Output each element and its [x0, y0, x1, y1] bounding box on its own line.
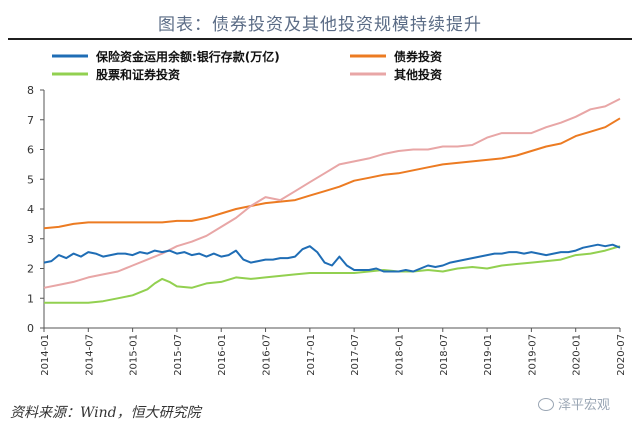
chart-axes: 0 1 2 3 4 5 6 7 8 2014-01 2014-07 2015-01 2015-07 201…	[27, 84, 627, 376]
x-tick-label: 2016-07	[262, 334, 273, 376]
watermark: 泽平宏观	[538, 394, 610, 413]
series-line-1	[43, 117, 621, 230]
y-tick-label: 0	[27, 322, 34, 335]
y-tick-label: 5	[27, 173, 34, 186]
x-tick-label: 2014-07	[84, 334, 95, 376]
title-divider	[8, 38, 632, 40]
legend-label-1: 债券投资	[394, 49, 442, 64]
chart-title: 图表：债券投资及其他投资规模持续提升	[158, 15, 482, 35]
x-tick-label: 2015-01	[129, 334, 140, 376]
x-tick-label: 2018-07	[439, 334, 450, 376]
x-tick-label: 2017-01	[306, 334, 317, 376]
y-tick-label: 1	[27, 292, 34, 305]
x-tick-label: 2016-01	[217, 334, 228, 376]
source-note: 资料来源：Wind，恒大研究院	[10, 405, 201, 421]
legend-label-2: 股票和证券投资	[96, 67, 180, 82]
legend-label-0: 保险资金运用余额:银行存款(万亿)	[95, 49, 280, 64]
legend-label-3: 其他投资	[394, 67, 442, 82]
x-tick-label: 2014-01	[40, 334, 51, 376]
x-tick-label: 2019-07	[527, 334, 538, 376]
y-tick-label: 4	[27, 203, 34, 216]
x-tick-label: 2015-07	[173, 334, 184, 376]
x-tick-label: 2017-07	[350, 334, 361, 376]
y-tick-label: 2	[27, 263, 34, 276]
x-tick-label: 2019-01	[483, 334, 494, 376]
wechat-icon	[538, 398, 554, 411]
series-line-3	[43, 98, 621, 289]
x-tick-label: 2018-01	[394, 334, 405, 376]
y-tick-label: 8	[27, 84, 34, 97]
series-line-0	[43, 243, 621, 273]
x-tick-label: 2020-01	[572, 334, 583, 376]
series-line-2	[44, 245, 621, 304]
watermark-text: 泽平宏观	[558, 398, 611, 413]
y-tick-label: 3	[27, 233, 34, 246]
y-tick-label: 6	[27, 144, 34, 157]
y-tick-label: 7	[27, 114, 34, 127]
chart-lines	[43, 98, 621, 304]
x-tick-label: 2020-07	[616, 334, 627, 376]
